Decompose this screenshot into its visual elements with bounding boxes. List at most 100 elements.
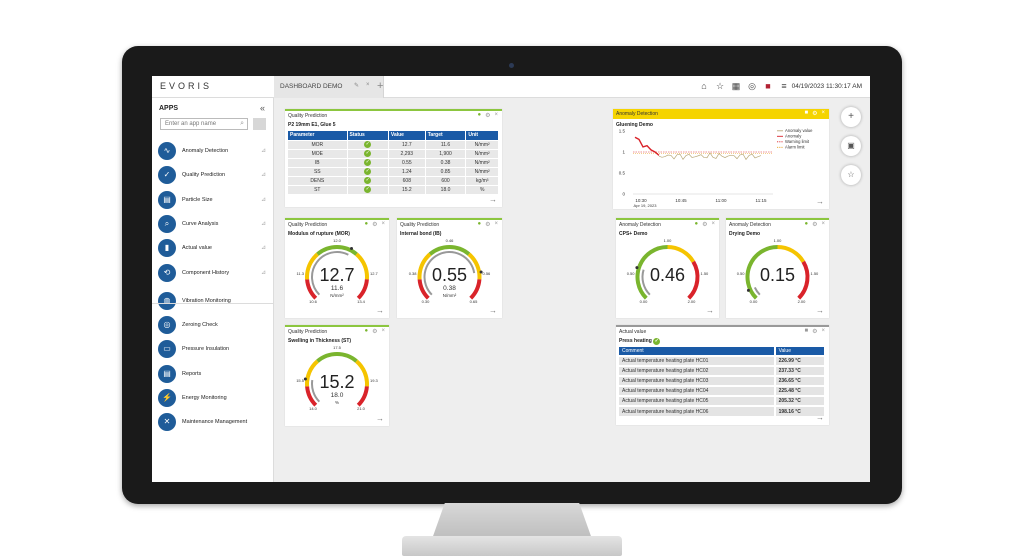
settings-icon[interactable]: ⚙	[372, 329, 378, 335]
comment-cell: Actual temperature heating plate HC02	[619, 365, 776, 376]
close-icon[interactable]: ×	[711, 221, 715, 227]
x-tick-label: 11:15	[756, 198, 767, 203]
sidebar-item[interactable]: ▤ Reports	[158, 364, 268, 385]
comment-cell: Actual temperature heating plate HC04	[619, 385, 776, 396]
vibration-icon: ◍	[158, 291, 176, 310]
menu-icon[interactable]: ≡	[781, 81, 787, 91]
pin-icon[interactable]: ⊿	[260, 245, 266, 252]
pin-icon[interactable]: ⊿	[260, 220, 266, 227]
close-icon[interactable]: ×	[494, 221, 498, 227]
app-search-input[interactable]: Enter an app name ⌕	[160, 118, 248, 130]
column-header: Target	[425, 131, 467, 140]
sidebar-item[interactable]: ⌕ Curve Analysis ⊿	[158, 214, 268, 235]
save-icon[interactable]: ■	[804, 110, 809, 116]
close-icon[interactable]: ×	[494, 112, 498, 118]
arrow-right-icon[interactable]: →	[376, 306, 384, 315]
settings-icon[interactable]: ⚙	[702, 222, 708, 228]
flag-icon[interactable]: ■	[765, 81, 771, 91]
star-icon[interactable]: ☆	[715, 81, 725, 91]
add-tab-icon[interactable]: +	[377, 80, 384, 92]
gauge-tick-label: 14.0	[309, 406, 318, 411]
table-row: Actual temperature heating plate HC06 198…	[619, 405, 827, 416]
save-dashboard-button[interactable]: ▣	[841, 136, 861, 156]
gauge-band	[316, 245, 358, 256]
settings-icon[interactable]: ⚙	[812, 222, 818, 228]
monitor-stand	[432, 503, 592, 539]
widget-controls: ■ ⚙ ×	[804, 328, 825, 335]
gauge-band	[355, 252, 369, 280]
edit-icon[interactable]: ✎	[354, 83, 360, 89]
value-cell: 1.24	[388, 166, 426, 176]
energy-icon: ⚡	[158, 389, 176, 407]
home-icon[interactable]: ⌂	[701, 81, 707, 91]
comment-cell: Actual temperature heating plate HC03	[619, 375, 776, 386]
close-icon[interactable]: ×	[821, 328, 825, 334]
widget-header: Quality Prediction	[288, 329, 328, 335]
add-widget-button[interactable]: +	[841, 107, 861, 127]
search-button[interactable]	[253, 118, 266, 130]
settings-icon[interactable]: ⚙	[372, 222, 378, 228]
status-icon: ●	[477, 221, 482, 227]
sidebar-item[interactable]: ▮ Actual value ⊿	[158, 239, 268, 259]
widget-header: Anomaly Detection	[616, 111, 658, 117]
settings-icon[interactable]: ⚙	[485, 222, 491, 228]
close-icon[interactable]: ×	[821, 110, 825, 116]
monitor-base	[402, 536, 622, 556]
close-icon[interactable]: ×	[366, 82, 370, 88]
anomaly-chart-widget: Anomaly Detection ■ ⚙ × Gluening Demo 1.5 1…	[613, 109, 829, 209]
close-icon[interactable]: ×	[821, 221, 825, 227]
arrow-right-icon[interactable]: →	[816, 413, 824, 422]
value-cell: 226.99 °C	[774, 355, 827, 366]
close-icon[interactable]: ×	[381, 328, 385, 334]
pin-icon[interactable]: ⊿	[260, 172, 266, 179]
user-icon[interactable]: ◎	[748, 81, 756, 91]
arrow-right-icon[interactable]: →	[376, 414, 384, 423]
gauge-tick-label: 1.50	[701, 271, 710, 276]
sidebar-item-label: Maintenance Management	[182, 419, 248, 426]
value-cell: 205.32 °C	[774, 395, 827, 406]
pin-icon[interactable]: ⊿	[260, 196, 266, 203]
gauge-marker	[350, 246, 354, 250]
arrow-right-icon[interactable]: →	[816, 197, 824, 206]
close-icon[interactable]: ×	[381, 221, 385, 227]
sidebar-item-label: Particle Size	[182, 196, 213, 203]
table-row: SS ✓ 1.24 0.85 N/mm²	[288, 166, 499, 176]
gauge-target: 18.0	[331, 392, 344, 399]
sidebar-item[interactable]: ✕ Maintenance Management	[158, 413, 268, 433]
sidebar-item[interactable]: ◍ Vibration Monitoring	[158, 291, 268, 312]
pin-icon[interactable]: ⊿	[260, 148, 266, 154]
gauge-fill	[311, 379, 321, 403]
arrow-right-icon[interactable]: →	[706, 306, 714, 315]
top-bar: EVORIS DASHBOARD DEMO ✎ × + ⌂ ☆ ▦ ◎ ■ ≡ …	[152, 76, 870, 98]
widget-subtitle: Swelling in Thickness (ST)	[288, 338, 352, 344]
settings-icon[interactable]: ⚙	[812, 111, 818, 117]
value-cell: 225.48 °C	[774, 385, 827, 396]
webcam	[509, 63, 514, 68]
collapse-icon[interactable]: «	[260, 103, 266, 113]
x-date-label: Apr 19, 2023	[634, 203, 658, 208]
sidebar-item[interactable]: ✓ Quality Prediction ⊿	[158, 166, 268, 186]
sidebar-item[interactable]: ◎ Zeroing Check	[158, 316, 268, 336]
sidebar-item[interactable]: ∿ Anomaly Detection ⊿	[158, 142, 268, 162]
pin-icon[interactable]: ⊿	[260, 269, 266, 276]
sidebar-item[interactable]: ⚡ Energy Monitoring	[158, 389, 268, 409]
gauge-band	[356, 386, 369, 407]
save-icon[interactable]: ■	[804, 328, 809, 334]
widget-header: Quality Prediction	[400, 222, 440, 228]
grid-icon[interactable]: ▦	[731, 81, 741, 91]
favorite-button[interactable]: ☆	[841, 165, 861, 185]
settings-icon[interactable]: ⚙	[812, 329, 818, 335]
search-placeholder: Enter an app name	[165, 121, 217, 127]
tab-dashboard-demo[interactable]: DASHBOARD DEMO ✎ ×	[274, 76, 384, 98]
arrow-right-icon[interactable]: →	[489, 306, 497, 315]
sidebar-item[interactable]: ▤ Particle Size ⊿	[158, 190, 268, 211]
settings-icon[interactable]: ⚙	[485, 113, 491, 119]
arrow-right-icon[interactable]: →	[816, 306, 824, 315]
table-row: Actual temperature heating plate HC03 236…	[619, 375, 827, 386]
gauge-band	[467, 252, 482, 280]
sidebar-item[interactable]: ▭ Pressure Insulation	[158, 340, 268, 360]
sidebar-item[interactable]: ⟲ Component History ⊿	[158, 263, 268, 284]
arrow-right-icon[interactable]: →	[489, 195, 497, 204]
